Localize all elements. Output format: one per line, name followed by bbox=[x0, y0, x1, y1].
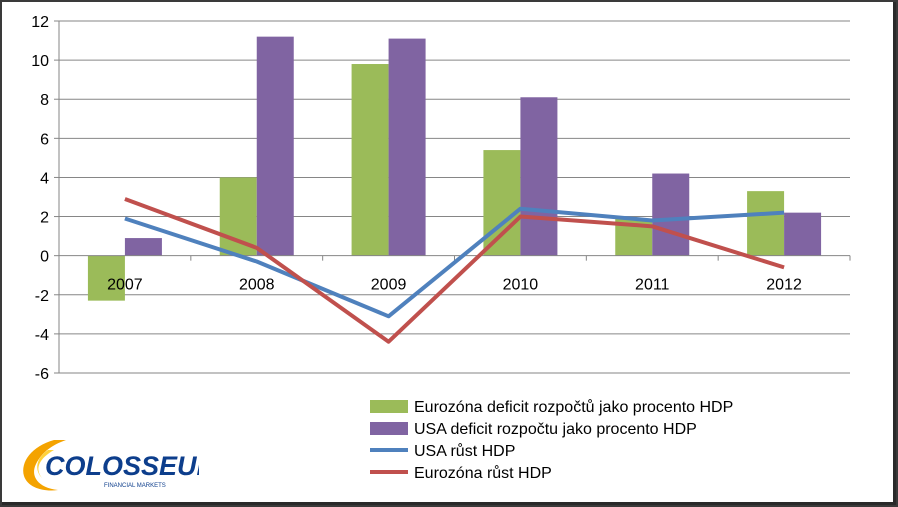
colosseum-logo-graphic: COLOSSEUM FINANCIAL MARKETS bbox=[23, 440, 220, 491]
colosseum-logo: COLOSSEUM FINANCIAL MARKETS bbox=[14, 432, 220, 502]
y-tick-label: 8 bbox=[40, 92, 49, 109]
legend: Eurozóna deficit rozpočtů jako procento … bbox=[370, 398, 733, 482]
legend-swatch bbox=[370, 422, 408, 435]
bar-usa-deficit bbox=[124, 238, 162, 256]
bar-eurozone-deficit bbox=[351, 64, 389, 256]
line-eurozone-gdp-growth bbox=[124, 197, 785, 344]
legend-label: Eurozóna deficit rozpočtů jako procento … bbox=[414, 398, 733, 416]
tick-labels: -6 -4 -2 0 2 4 6 8 10 12 2007 2008 2009 2010 2011 2012 bbox=[31, 14, 802, 383]
y-tick-label: 12 bbox=[31, 14, 49, 31]
logo-wordmark: COLOSSEUM bbox=[45, 451, 199, 481]
bar-usa-deficit bbox=[256, 36, 294, 256]
axes bbox=[54, 20, 851, 374]
y-tick-label: 10 bbox=[31, 53, 49, 70]
y-tick-label: -2 bbox=[35, 288, 49, 305]
x-tick-label: 2008 bbox=[239, 277, 275, 294]
y-tick-label: -4 bbox=[35, 327, 49, 344]
bar-usa-deficit bbox=[652, 173, 690, 256]
grid-lines bbox=[59, 20, 850, 374]
lines bbox=[124, 197, 785, 344]
legend-swatch bbox=[370, 400, 408, 413]
line-usa-gdp-growth bbox=[124, 206, 785, 319]
y-tick-label: 2 bbox=[40, 210, 49, 227]
y-tick-label: 4 bbox=[40, 170, 49, 187]
bar-usa-deficit bbox=[784, 212, 822, 256]
bar-eurozone-deficit bbox=[483, 150, 521, 256]
x-tick-label: 2011 bbox=[635, 277, 670, 294]
logo-tagline: FINANCIAL MARKETS bbox=[104, 483, 166, 489]
bar-eurozone-deficit bbox=[747, 191, 785, 256]
legend-label: USA růst HDP bbox=[414, 442, 515, 460]
legend-label: USA deficit rozpočtu jako procento HDP bbox=[414, 421, 697, 438]
bar-usa-deficit bbox=[388, 38, 426, 256]
logo-swoosh-orange bbox=[23, 440, 67, 491]
y-tick-label: -6 bbox=[35, 366, 49, 383]
logo-swoosh-yellow bbox=[37, 450, 54, 478]
x-tick-label: 2009 bbox=[371, 277, 407, 294]
y-tick-label: 0 bbox=[40, 249, 49, 266]
x-tick-label: 2010 bbox=[503, 277, 539, 294]
bar-usa-deficit bbox=[520, 97, 558, 256]
x-tick-label: 2007 bbox=[107, 277, 143, 294]
x-tick-label: 2012 bbox=[766, 277, 802, 294]
legend-label: Eurozóna růst HDP bbox=[414, 464, 552, 482]
y-tick-label: 6 bbox=[40, 131, 49, 148]
bar-eurozone-deficit bbox=[87, 255, 125, 301]
